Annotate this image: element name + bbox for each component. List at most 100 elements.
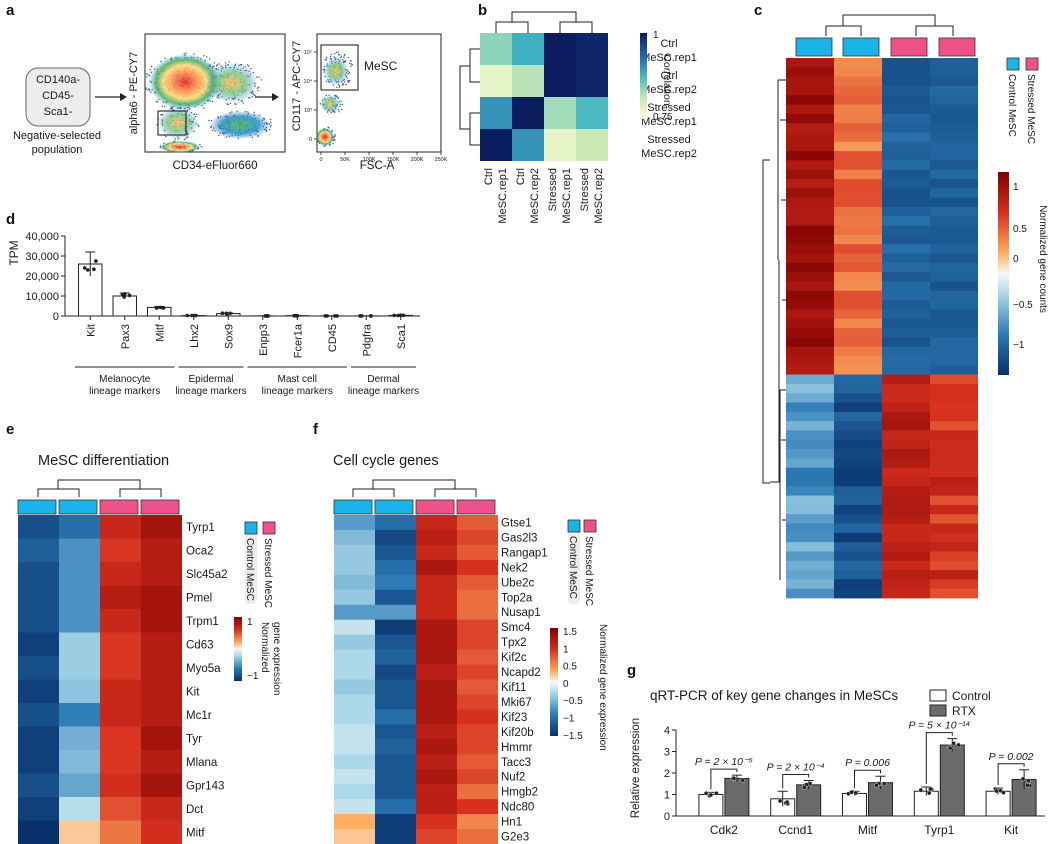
population-cluster-2 [206,63,258,103]
heatmap-cell [59,632,100,657]
gene-label: Rangap1 [501,547,548,559]
legend-control: Control [952,689,991,703]
heatmap-cell [375,634,416,650]
heatmap-cell [834,309,882,320]
data-point [127,293,132,298]
heatmap-cell [930,532,978,543]
heatmap-cell [834,188,882,199]
event-dot [203,55,205,57]
event-dot [148,89,151,92]
heatmap-cell [930,206,978,217]
heatmap-cell [786,504,834,515]
data-point [1020,776,1026,782]
heatmap-cell [334,559,375,576]
p-value-label: P = 5 × 10⁻¹⁴ [908,720,970,732]
heatmap-cell [18,679,59,704]
heatmap-cell [457,634,498,650]
p-value-label: P = 2 × 10⁻⁴ [767,762,825,774]
heatmap-cell [834,216,882,226]
heatmap-cell [141,562,182,586]
event-dot [146,73,148,75]
heatmap-cell [834,523,882,534]
x-label: Kit [85,324,97,337]
event-dot [327,126,329,128]
heatmap-cell [480,129,512,161]
significance-bracket [925,732,953,784]
group-bar-control [374,499,414,515]
heatmap-cell [834,113,882,124]
x-label: Pdgfra [361,323,373,356]
colorbar-min: 0.75 [653,112,673,123]
event-dot [224,62,227,64]
x-tick-label: 0 [319,157,322,163]
flow-plot-2-ylabel: CD117 - APC-CY7 [291,41,303,131]
heatmap-cell [786,551,834,562]
f-colorbar-tick: 0.5 [563,662,577,673]
heatmap-cell [834,467,882,478]
col-label: Stressed [547,168,559,211]
group-label: Mast cell [278,374,317,385]
heatmap-cell [834,160,882,171]
heatmap-cell [18,773,59,798]
heatmap-cell [882,76,930,87]
heatmap-cell [786,337,834,348]
f-colorbar-tick: −1.5 [563,731,583,742]
event-dot [341,103,344,106]
heatmap-cell [375,529,416,546]
event-dot [345,60,347,62]
data-point [1001,790,1006,795]
heatmap-cell [18,538,59,563]
panel-f-label: f [313,421,319,438]
event-dot [341,108,343,111]
gene-label: Tyrp1 [186,522,215,534]
event-dot [269,129,271,131]
heatmap-cell [334,574,375,591]
heatmap-cell [18,585,59,610]
heatmap-cell [930,309,978,320]
event-dot [254,95,256,97]
heatmap-cell [334,515,375,531]
gene-label: Kif23 [501,712,527,724]
heatmap-cell [576,129,608,161]
x-label: Enpp3 [258,324,270,356]
heatmap-cell [834,244,882,254]
heatmap-cell [786,439,834,450]
population-cluster-5 [160,141,200,153]
heatmap-cell [18,609,59,633]
heatmap-cell [416,679,457,695]
heatmap-cell [59,656,100,680]
heatmap-cell [334,619,375,636]
f-colorbar [550,628,558,736]
heatmap-cell [141,773,182,798]
heatmap-cell [375,619,416,636]
heatmap-cell [786,514,834,524]
heatmap-cell [930,300,978,310]
panel-a-label: a [6,2,15,19]
legend-swatch-stressed [262,521,276,535]
flow-plot-2-yticks: 10⁵ 10⁴ 10³ 0 [304,49,317,143]
heatmap-cell [141,538,182,563]
legend-swatch-stressed [1025,57,1039,71]
group-bar-stressed [415,499,455,515]
correlation-heatmap [480,33,608,161]
heatmap-cell [544,129,576,161]
event-dot [329,55,332,57]
event-dot [348,81,350,83]
event-dot [257,89,259,92]
y-tick-label: 0 [53,311,59,323]
heatmap-cell [786,402,834,413]
heatmap-cell [786,67,834,78]
heatmap-cell [457,724,498,740]
y-tick-label: 4 [664,725,670,737]
gene-label: Mlana [186,757,218,769]
heatmap-cell [334,604,375,621]
heatmap-cell [930,346,978,357]
heatmap-cell [834,67,882,78]
heatmap-cell [882,95,930,105]
heatmap-cell [930,579,978,590]
heatmap-cell [786,206,834,217]
heatmap-cell [882,337,930,348]
data-point [994,788,1000,794]
heatmap-cell [930,290,978,301]
heatmap-cell [882,225,930,236]
